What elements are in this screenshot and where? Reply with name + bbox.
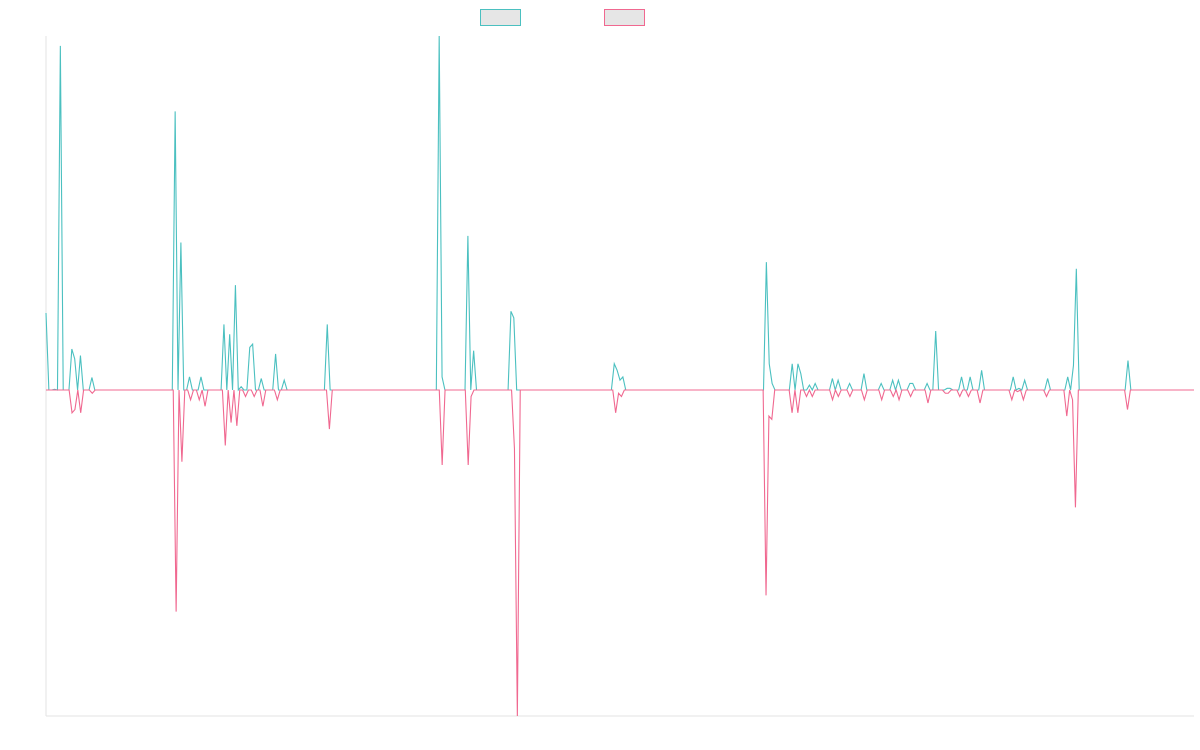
legend-swatch-series-1[interactable]	[480, 9, 521, 26]
legend[interactable]	[480, 9, 645, 26]
series-line-1	[45, 35, 1194, 393]
plot-area	[45, 35, 1194, 717]
series-line-2	[46, 388, 1194, 717]
legend-swatch-series-2[interactable]	[604, 9, 645, 26]
axes	[45, 36, 1194, 717]
